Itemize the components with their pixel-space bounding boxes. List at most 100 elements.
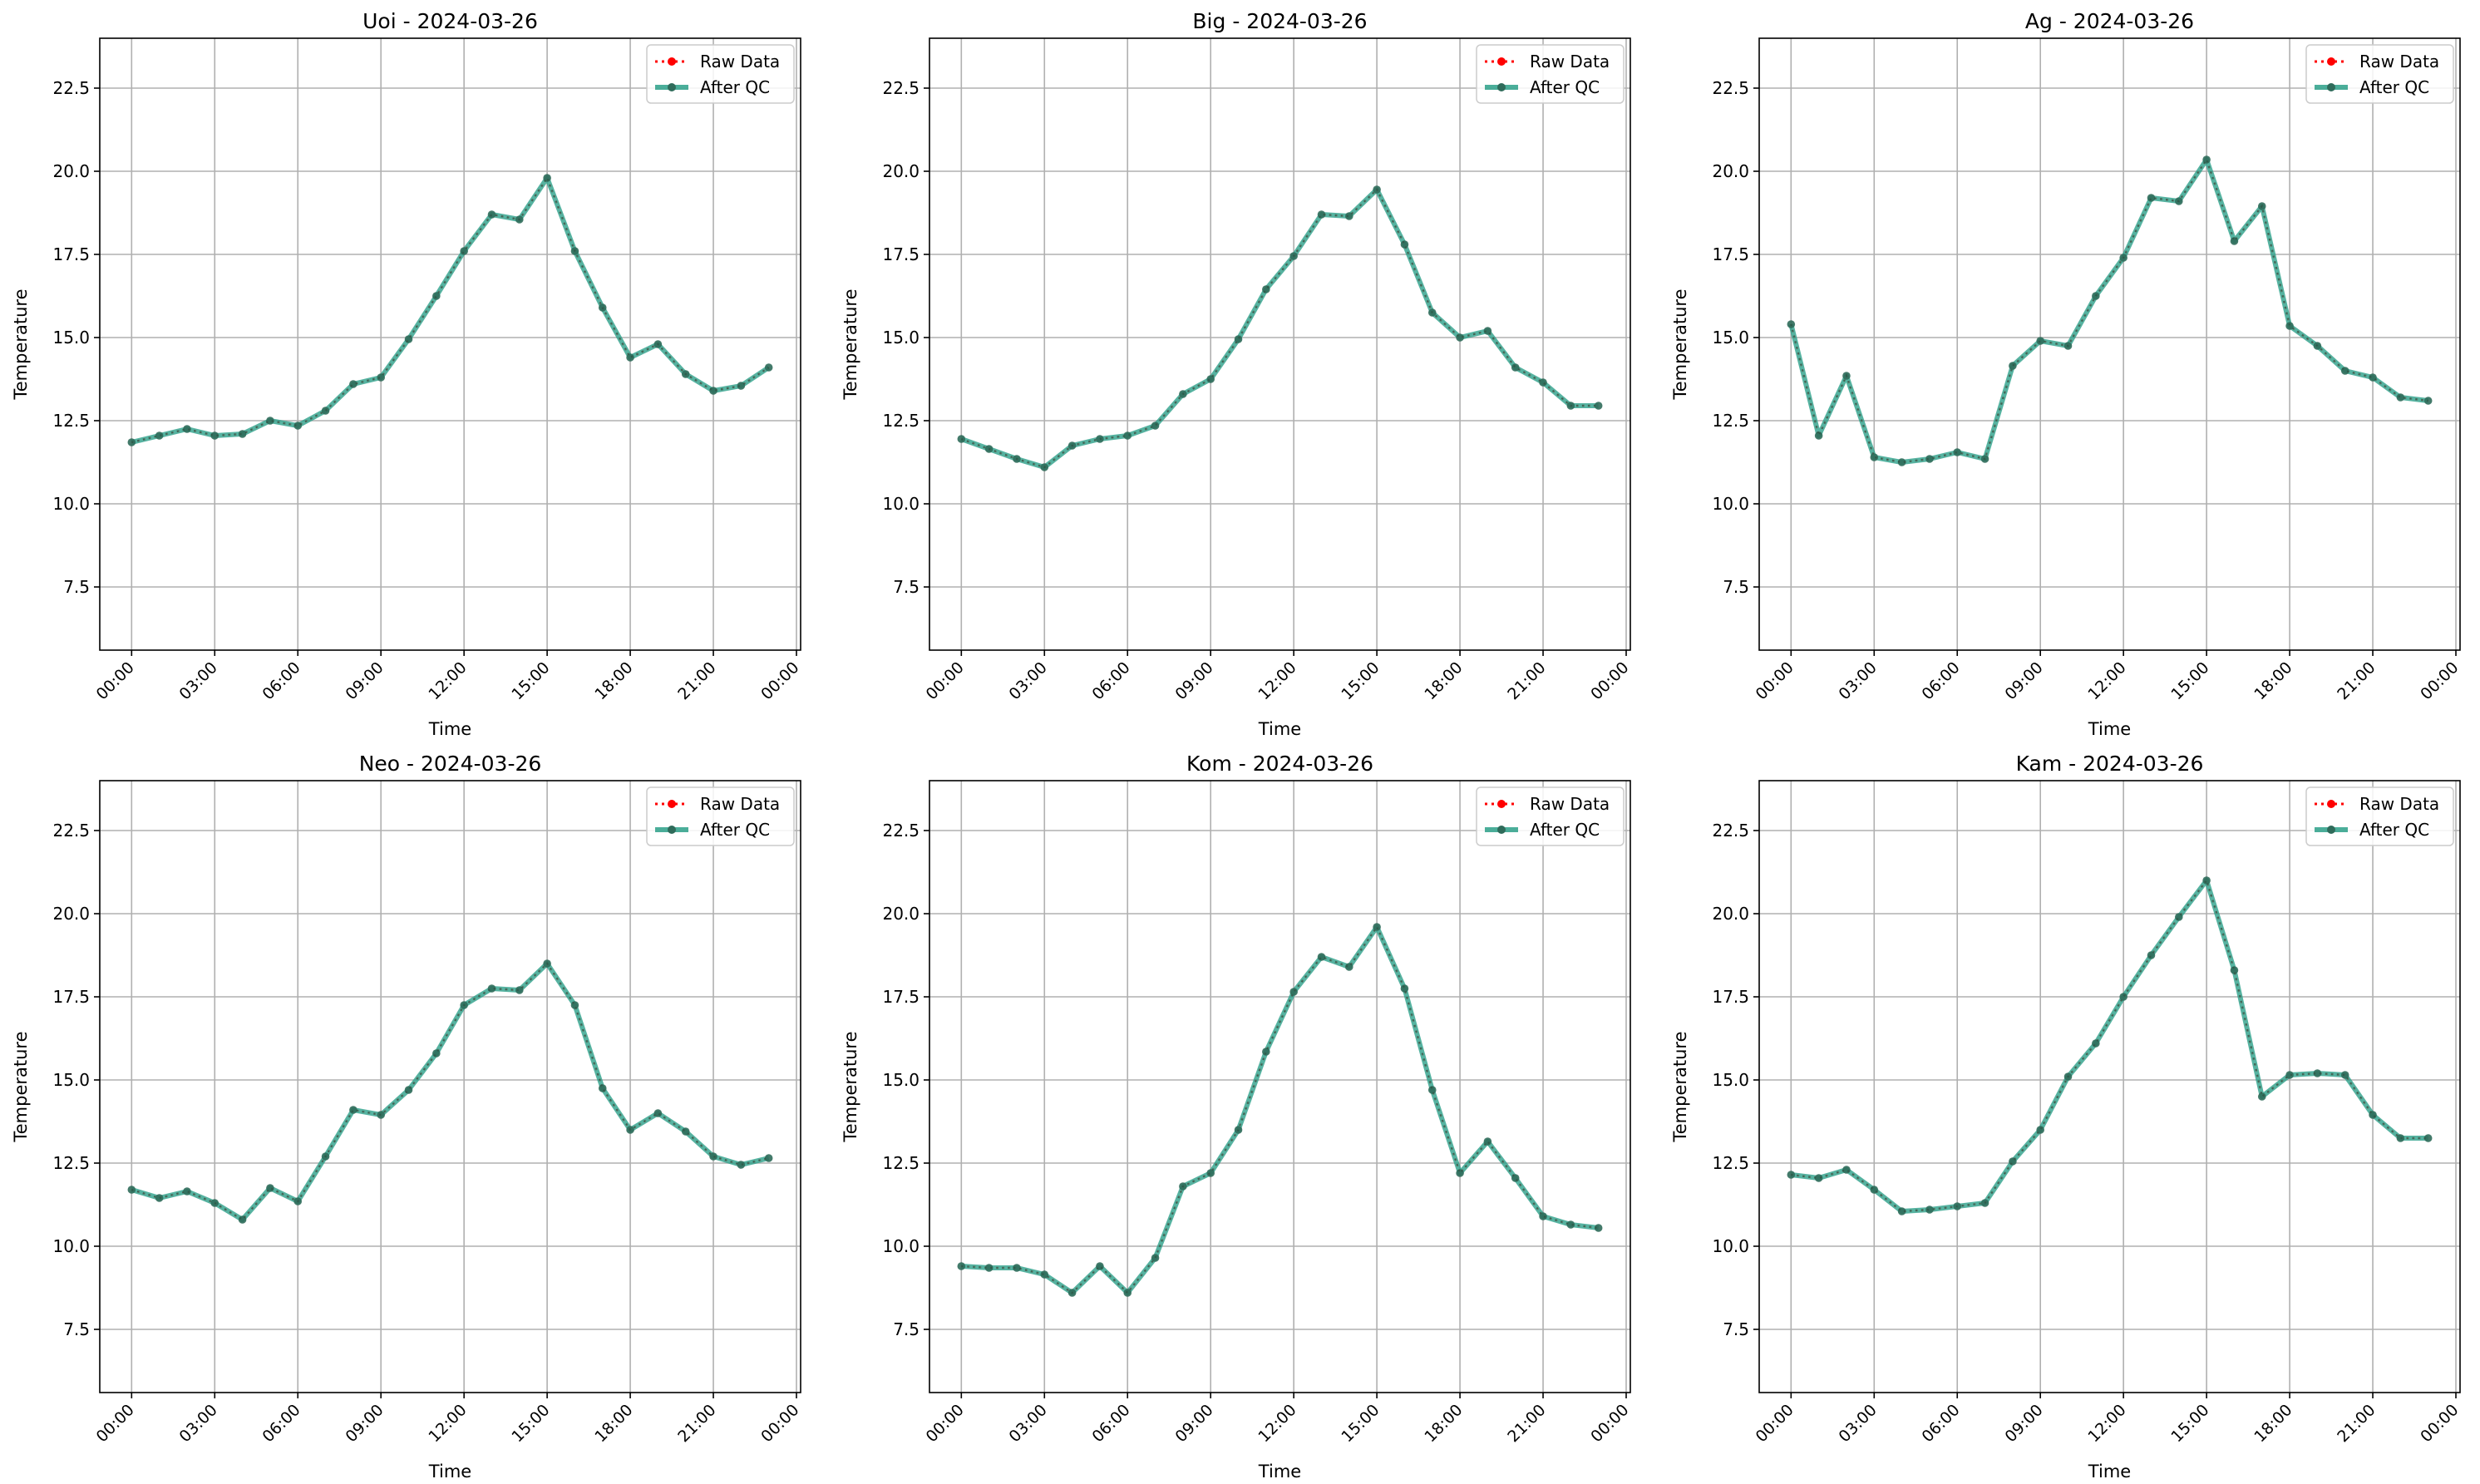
data-point	[653, 1109, 663, 1117]
data-point	[1400, 984, 1409, 993]
data-point	[1234, 335, 1243, 343]
data-point	[1870, 453, 1879, 461]
x-axis-label: Time	[2088, 719, 2131, 739]
x-tick-label: 09:00	[342, 658, 387, 703]
y-axis-label: Temperature	[841, 288, 860, 400]
series-raw-overlay	[131, 175, 770, 444]
y-tick-label: 7.5	[63, 577, 90, 597]
x-tick-label: 18:00	[1421, 658, 1466, 703]
x-axis-label: Time	[2088, 1462, 2131, 1481]
data-point	[737, 1161, 746, 1169]
data-point	[2230, 966, 2239, 974]
data-point	[155, 1194, 164, 1202]
x-tick-label: 06:00	[1918, 1401, 1963, 1446]
data-point	[2147, 951, 2156, 959]
x-tick-label: 03:00	[1836, 658, 1881, 703]
data-point	[377, 1111, 385, 1119]
data-point	[1870, 1186, 1879, 1194]
data-point	[1317, 953, 1326, 961]
chart-panel-0: 00:00 03:00 06:00 09:00 12:00 15:00 18:00 21:00…	[11, 9, 803, 739]
chart-panel-4: 00:00 03:00 06:00 09:00 12:00 15:00 18:00 21:00…	[841, 752, 1633, 1482]
data-point	[2285, 322, 2294, 330]
data-point	[957, 1262, 966, 1270]
y-axis-label: Temperature	[1670, 288, 1690, 400]
y-tick-label: 7.5	[1723, 577, 1749, 597]
y-tick-label: 7.5	[1723, 1319, 1749, 1339]
legend-qc-marker	[1497, 83, 1506, 91]
x-tick-label: 12:00	[1255, 1401, 1299, 1446]
y-tick-label: 20.0	[882, 904, 920, 924]
legend-qc-label: After QC	[1530, 77, 1600, 97]
data-point	[1345, 212, 1353, 220]
data-point	[2147, 194, 2156, 202]
y-tick-label: 10.0	[882, 1236, 920, 1256]
data-point	[737, 382, 746, 390]
y-tick-label: 10.0	[1712, 1236, 1749, 1256]
x-tick-label: 15:00	[2167, 1401, 2212, 1446]
data-point	[1897, 458, 1906, 466]
y-tick-label: 12.5	[882, 1153, 920, 1173]
chart-panel-2: 00:00 03:00 06:00 09:00 12:00 15:00 18:00 21:00…	[1670, 9, 2463, 739]
y-tick-label: 7.5	[63, 1319, 90, 1339]
x-tick-label: 15:00	[2167, 658, 2212, 703]
data-point	[626, 353, 634, 362]
x-tick-label: 15:00	[508, 658, 553, 703]
axes-frame	[99, 37, 801, 651]
y-tick-label: 22.5	[882, 78, 920, 98]
data-point	[377, 373, 385, 382]
legend-raw-label: Raw Data	[700, 794, 780, 814]
x-tick-label: 21:00	[674, 1401, 719, 1446]
y-tick-label: 12.5	[882, 411, 920, 431]
legend-qc-marker	[1497, 826, 1506, 834]
data-point	[1373, 923, 1381, 931]
series-qc-line	[961, 924, 1600, 1295]
series-qc-points	[127, 959, 773, 1224]
x-tick-label: 00:00	[93, 1401, 138, 1446]
axes-frame	[99, 780, 801, 1393]
x-tick-label: 21:00	[2334, 1401, 2379, 1446]
x-tick-label: 09:00	[1171, 658, 1216, 703]
x-tick-label: 18:00	[591, 658, 636, 703]
x-tick-label: 21:00	[2334, 658, 2379, 703]
chart-panel-3: 00:00 03:00 06:00 09:00 12:00 15:00 18:00 21:00…	[11, 752, 803, 1482]
data-point	[1594, 402, 1603, 410]
legend: Raw Data After QC	[1476, 44, 1625, 104]
axes-frame	[1758, 37, 2461, 651]
x-tick-label: 06:00	[1088, 1401, 1133, 1446]
data-point	[1427, 1086, 1437, 1094]
legend: Raw Data After QC	[2305, 44, 2454, 104]
y-tick-label: 20.0	[882, 161, 920, 181]
grid-lines	[1759, 781, 2460, 1393]
chart-panel-5: 00:00 03:00 06:00 09:00 12:00 15:00 18:00 21:00…	[1670, 752, 2463, 1482]
data-point	[543, 174, 551, 182]
data-point	[2036, 1126, 2044, 1134]
data-point	[1594, 1224, 1603, 1232]
series-qc-points	[957, 923, 1603, 1297]
y-tick-label: 17.5	[1712, 244, 1749, 264]
data-point	[238, 430, 247, 438]
legend-raw-label: Raw Data	[2359, 52, 2439, 71]
chart-title: Big - 2024-03-26	[1192, 9, 1367, 33]
data-point	[266, 417, 274, 425]
data-point	[764, 1154, 773, 1162]
data-point	[2036, 337, 2044, 345]
y-tick-label: 22.5	[52, 78, 90, 98]
legend-raw-marker	[2327, 57, 2335, 66]
y-axis-label: Temperature	[1670, 1031, 1690, 1142]
legend-raw-marker	[1497, 800, 1506, 808]
chart-title: Kom - 2024-03-26	[1186, 752, 1373, 776]
data-point	[349, 1106, 357, 1114]
x-tick-label: 18:00	[2251, 658, 2295, 703]
data-point	[1483, 1137, 1492, 1146]
legend-raw-marker	[668, 800, 676, 808]
data-point	[432, 1049, 441, 1058]
y-tick-label: 15.0	[52, 1070, 90, 1090]
x-tick-label: 03:00	[176, 658, 221, 703]
data-point	[2202, 155, 2211, 164]
x-tick-label: 00:00	[923, 1401, 968, 1446]
x-tick-label: 12:00	[425, 1401, 470, 1446]
x-tick-label: 06:00	[259, 658, 303, 703]
y-tick-label: 17.5	[882, 987, 920, 1007]
legend-raw-label: Raw Data	[700, 52, 780, 71]
data-point	[2202, 876, 2211, 885]
